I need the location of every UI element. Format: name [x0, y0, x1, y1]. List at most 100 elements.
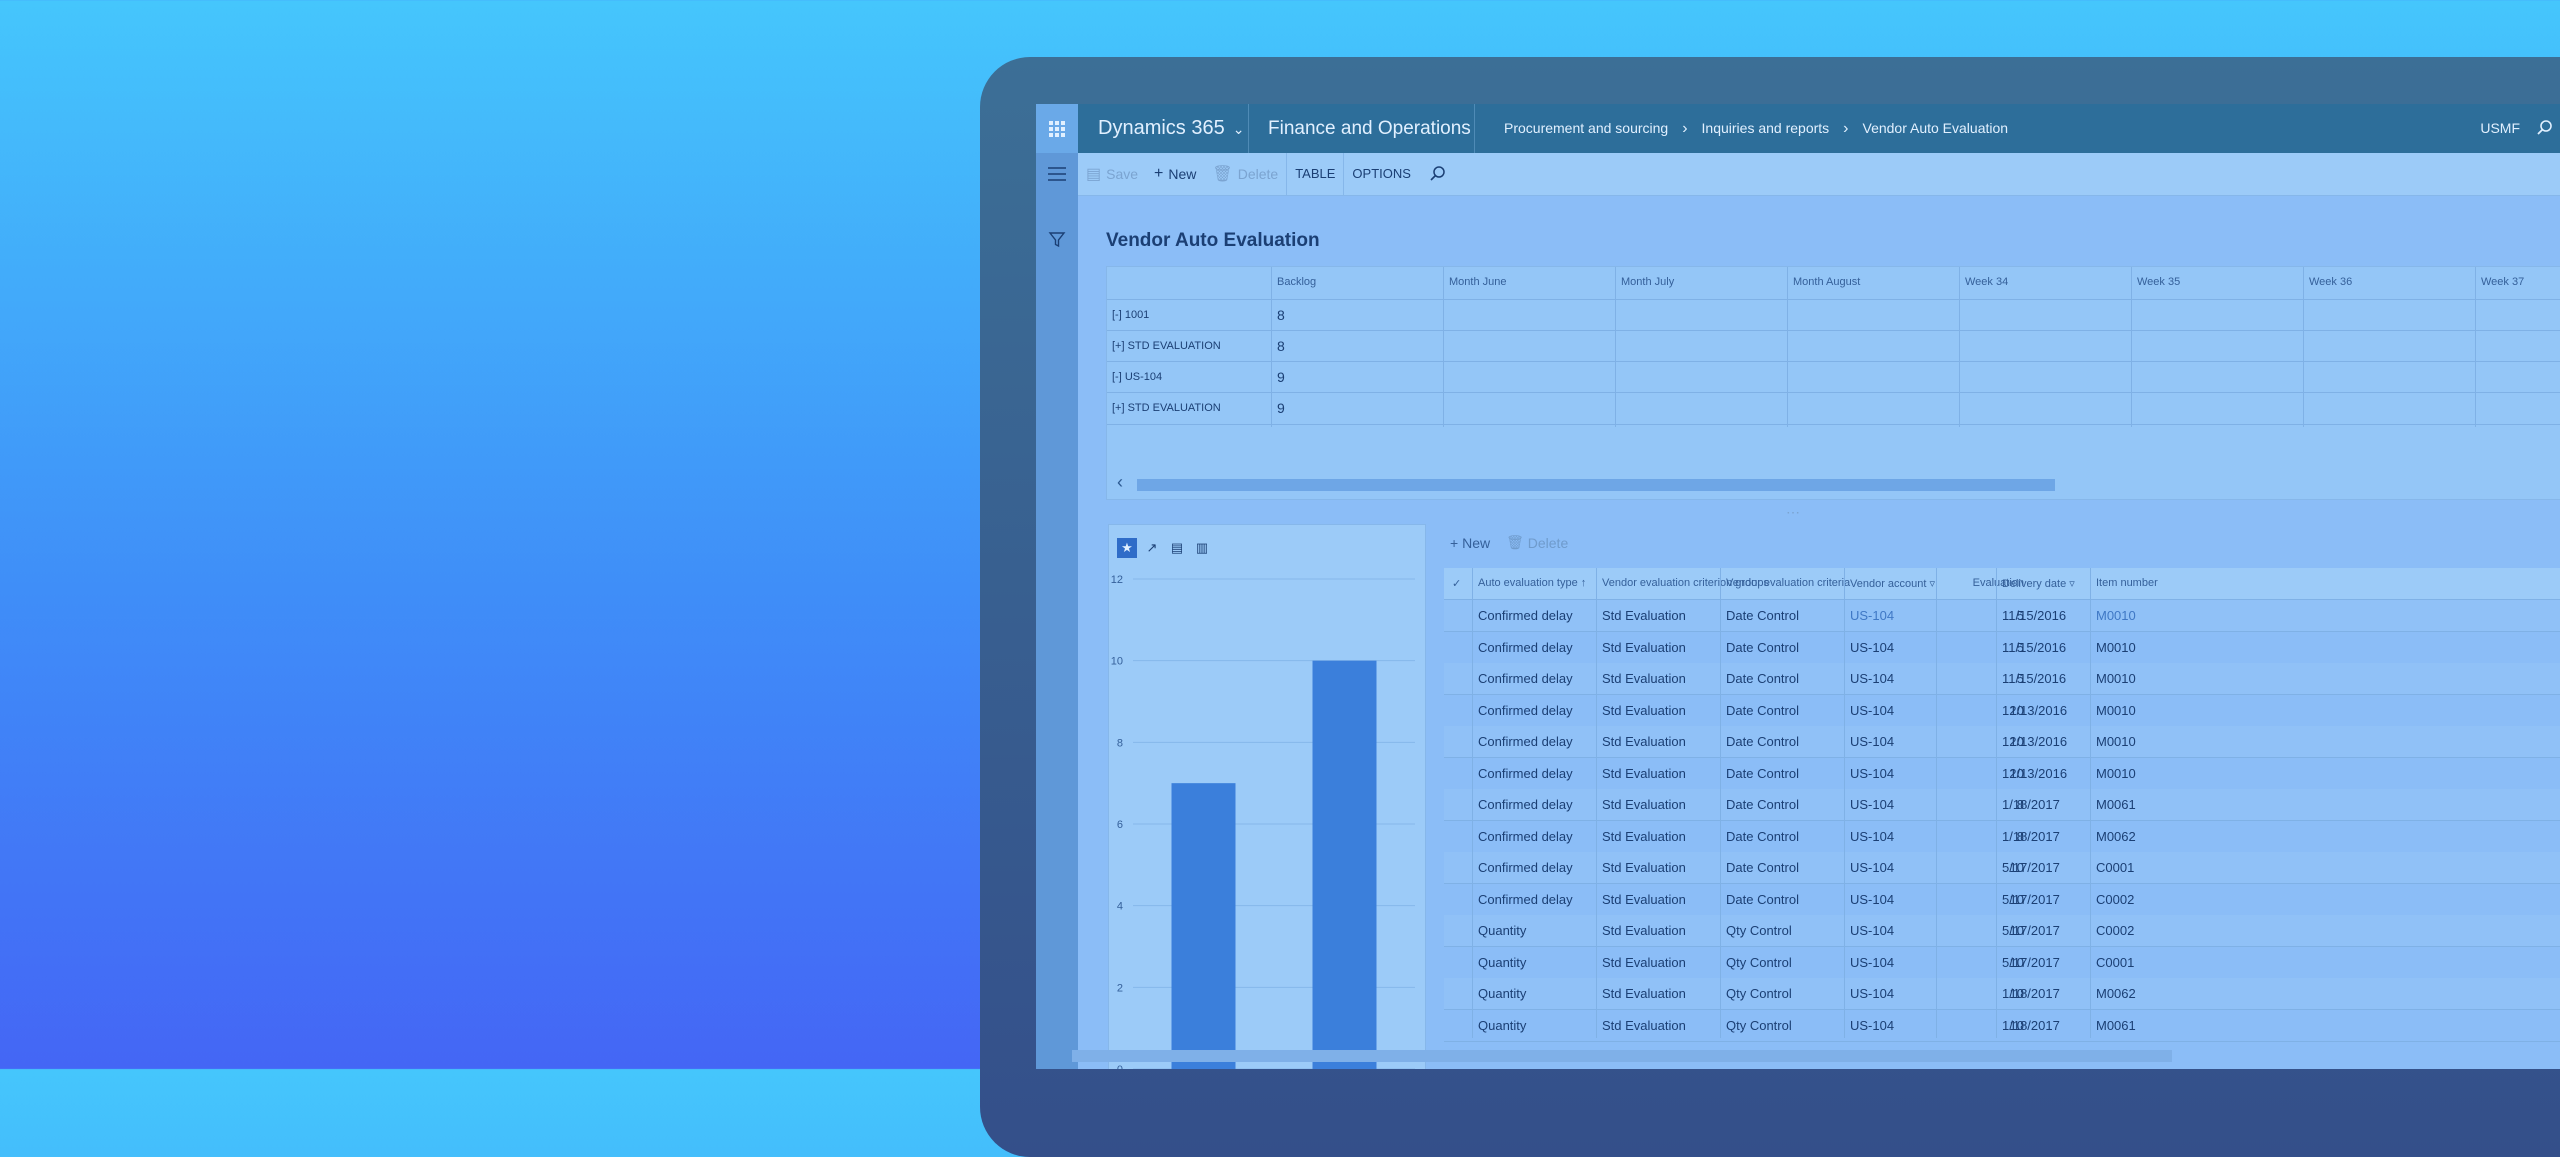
- table-row[interactable]: Confirmed delay Std Evaluation Date Contro…: [1444, 631, 2560, 664]
- table-cell: 5/17/2017: [2002, 954, 2060, 970]
- table-row[interactable]: Confirmed delay Std Evaluation Date Contro…: [1444, 820, 2560, 853]
- table-cell: Date Control: [1726, 671, 1799, 686]
- column-divider: [2090, 568, 2091, 1038]
- horizontal-scrollbar[interactable]: [1137, 479, 2055, 491]
- y-tick-label: 8: [1117, 737, 1123, 749]
- table-row[interactable]: [-] US-104 9: [1107, 361, 2560, 393]
- star-icon[interactable]: ★: [1117, 538, 1137, 558]
- table-cell: C0001: [2096, 954, 2135, 970]
- table-cell: C0001: [2096, 860, 2135, 875]
- table-row[interactable]: Quantity Std Evaluation Qty Control US-104 1…: [1444, 978, 2560, 1010]
- table-cell: Std Evaluation: [1602, 923, 1686, 938]
- table-cell: Qty Control: [1726, 1017, 1792, 1033]
- table-row[interactable]: Confirmed delay Std Evaluation Date Contro…: [1444, 757, 2560, 790]
- company-picker[interactable]: USMF: [2480, 120, 2520, 136]
- table-cell: 5: [2016, 608, 2024, 623]
- table-cell: Qty Control: [1726, 923, 1792, 938]
- delete-button[interactable]: 🗑 Delete: [1204, 153, 1286, 195]
- table-cell: 5/17/2017: [2002, 891, 2060, 907]
- column-header[interactable]: Week 34: [1965, 276, 2009, 288]
- column-header-groups[interactable]: Vendor evaluation criterion groups: [1602, 577, 1769, 589]
- column-header-item[interactable]: Item number: [2096, 577, 2158, 589]
- table-row[interactable]: Confirmed delay Std Evaluation Date Contro…: [1444, 726, 2560, 758]
- select-all-checkmark-icon[interactable]: ✓: [1452, 578, 1462, 590]
- bar-chart-horizontal-icon[interactable]: ▤: [1170, 540, 1184, 555]
- table-row[interactable]: Confirmed delay Std Evaluation Date Contro…: [1444, 694, 2560, 727]
- table-row[interactable]: Quantity Std Evaluation Qty Control US-104 1…: [1444, 946, 2560, 979]
- column-header-type[interactable]: Auto evaluation type ↑: [1478, 577, 1587, 589]
- app-launcher-button[interactable]: [1036, 104, 1078, 153]
- row-label[interactable]: [-] 1001: [1112, 309, 1150, 321]
- table-cell: 10: [2009, 954, 2024, 970]
- breadcrumb-item-current[interactable]: Vendor Auto Evaluation: [1862, 120, 2009, 136]
- column-header-criteria[interactable]: Vendor evaluation criteria: [1726, 577, 1851, 589]
- table-row[interactable]: [+] STD EVALUATION 8: [1107, 330, 2560, 362]
- table-cell: US-104: [1850, 923, 1895, 938]
- column-header-delivery[interactable]: Delivery date ▿: [2002, 577, 2075, 590]
- table-row[interactable]: Confirmed delay Std Evaluation Date Contro…: [1444, 883, 2560, 916]
- table-row[interactable]: Confirmed delay Std Evaluation Date Contro…: [1444, 852, 2560, 884]
- table-cell: 1/18/2017: [2002, 986, 2060, 1001]
- tab-table[interactable]: TABLE: [1286, 153, 1343, 195]
- lines-delete-button[interactable]: 🗑 Delete: [1506, 534, 1568, 551]
- left-nav-rail: [1036, 153, 1078, 1069]
- trash-icon: 🗑: [1212, 166, 1233, 183]
- column-header-vendor[interactable]: Vendor account ▿: [1850, 577, 1935, 590]
- table-row[interactable]: [-] 1001 8: [1107, 299, 2560, 331]
- table-cell: Quantity: [1478, 1017, 1527, 1033]
- app-name-menu[interactable]: Dynamics 365 ⌄: [1098, 104, 1244, 153]
- top-nav-bar: Dynamics 365 ⌄ Finance and Operations Pro…: [1036, 104, 2560, 153]
- lines-new-button[interactable]: + New: [1450, 534, 1490, 551]
- bar-chart-icon[interactable]: ▥: [1195, 540, 1209, 555]
- column-header[interactable]: Month July: [1621, 276, 1675, 288]
- table-row[interactable]: Confirmed delay Std Evaluation Date Contro…: [1444, 600, 2560, 632]
- row-label[interactable]: [+] STD EVALUATION: [1112, 402, 1221, 414]
- pane-splitter[interactable]: ⋯: [1786, 504, 1800, 520]
- table-cell: 10: [2009, 891, 2024, 907]
- table-cell: Std Evaluation: [1602, 891, 1686, 907]
- column-header[interactable]: Week 37: [2481, 276, 2525, 288]
- tab-options[interactable]: OPTIONS: [1343, 153, 1419, 195]
- filter-icon[interactable]: [1048, 231, 1066, 249]
- table-cell: M0010: [2096, 639, 2136, 655]
- bar[interactable]: [1171, 783, 1236, 1069]
- column-divider: [1720, 568, 1721, 1038]
- column-divider: [1472, 568, 1473, 1038]
- table-row[interactable]: Confirmed delay Std Evaluation Date Contro…: [1444, 789, 2560, 821]
- lines-delete-label: Delete: [1527, 534, 1569, 551]
- column-header[interactable]: Month August: [1793, 276, 1861, 288]
- column-header[interactable]: Backlog: [1277, 276, 1317, 288]
- breadcrumb-item-procurement[interactable]: Procurement and sourcing: [1504, 120, 1669, 136]
- table-cell: 1/18/2017: [2002, 828, 2060, 844]
- table-cell: M0062: [2096, 986, 2136, 1001]
- table-cell: Confirmed delay: [1478, 797, 1573, 812]
- column-divider: [1996, 568, 1997, 1038]
- search-icon[interactable]: [1429, 165, 1447, 183]
- table-cell: Quantity: [1478, 986, 1527, 1001]
- table-row[interactable]: [+] STD EVALUATION 9: [1107, 392, 2560, 425]
- horizontal-scrollbar[interactable]: [1072, 1050, 2172, 1062]
- breadcrumb-item-inquiries[interactable]: Inquiries and reports: [1701, 120, 1830, 136]
- column-header[interactable]: Week 36: [2309, 276, 2353, 288]
- table-row[interactable]: Quantity Std Evaluation Qty Control US-104 1…: [1444, 1009, 2560, 1042]
- hamburger-menu-icon[interactable]: [1048, 167, 1066, 181]
- scroll-left-icon[interactable]: ‹: [1117, 472, 1123, 492]
- search-icon[interactable]: [2536, 119, 2554, 137]
- column-header[interactable]: Month June: [1449, 276, 1507, 288]
- column-header-evaluation[interactable]: Evaluation: [1972, 577, 2024, 589]
- plus-icon: +: [1154, 165, 1164, 182]
- save-button[interactable]: ▤ Save: [1078, 153, 1146, 195]
- row-label[interactable]: [-] US-104: [1112, 371, 1163, 383]
- table-cell: US-104: [1850, 702, 1895, 718]
- table-row[interactable]: Quantity Std Evaluation Qty Control US-104 1…: [1444, 915, 2560, 947]
- module-name[interactable]: Finance and Operations: [1268, 118, 1471, 139]
- new-button[interactable]: + New: [1146, 153, 1204, 195]
- table-cell: US-104: [1850, 828, 1895, 844]
- column-divider: [1936, 568, 1937, 1038]
- bar[interactable]: [1312, 660, 1377, 1069]
- table-cell: 12/13/2016: [2002, 702, 2068, 718]
- row-label[interactable]: [+] STD EVALUATION: [1112, 340, 1221, 352]
- column-header[interactable]: Week 35: [2137, 276, 2181, 288]
- line-chart-icon[interactable]: ↗: [1146, 540, 1158, 555]
- table-row[interactable]: Confirmed delay Std Evaluation Date Contro…: [1444, 663, 2560, 695]
